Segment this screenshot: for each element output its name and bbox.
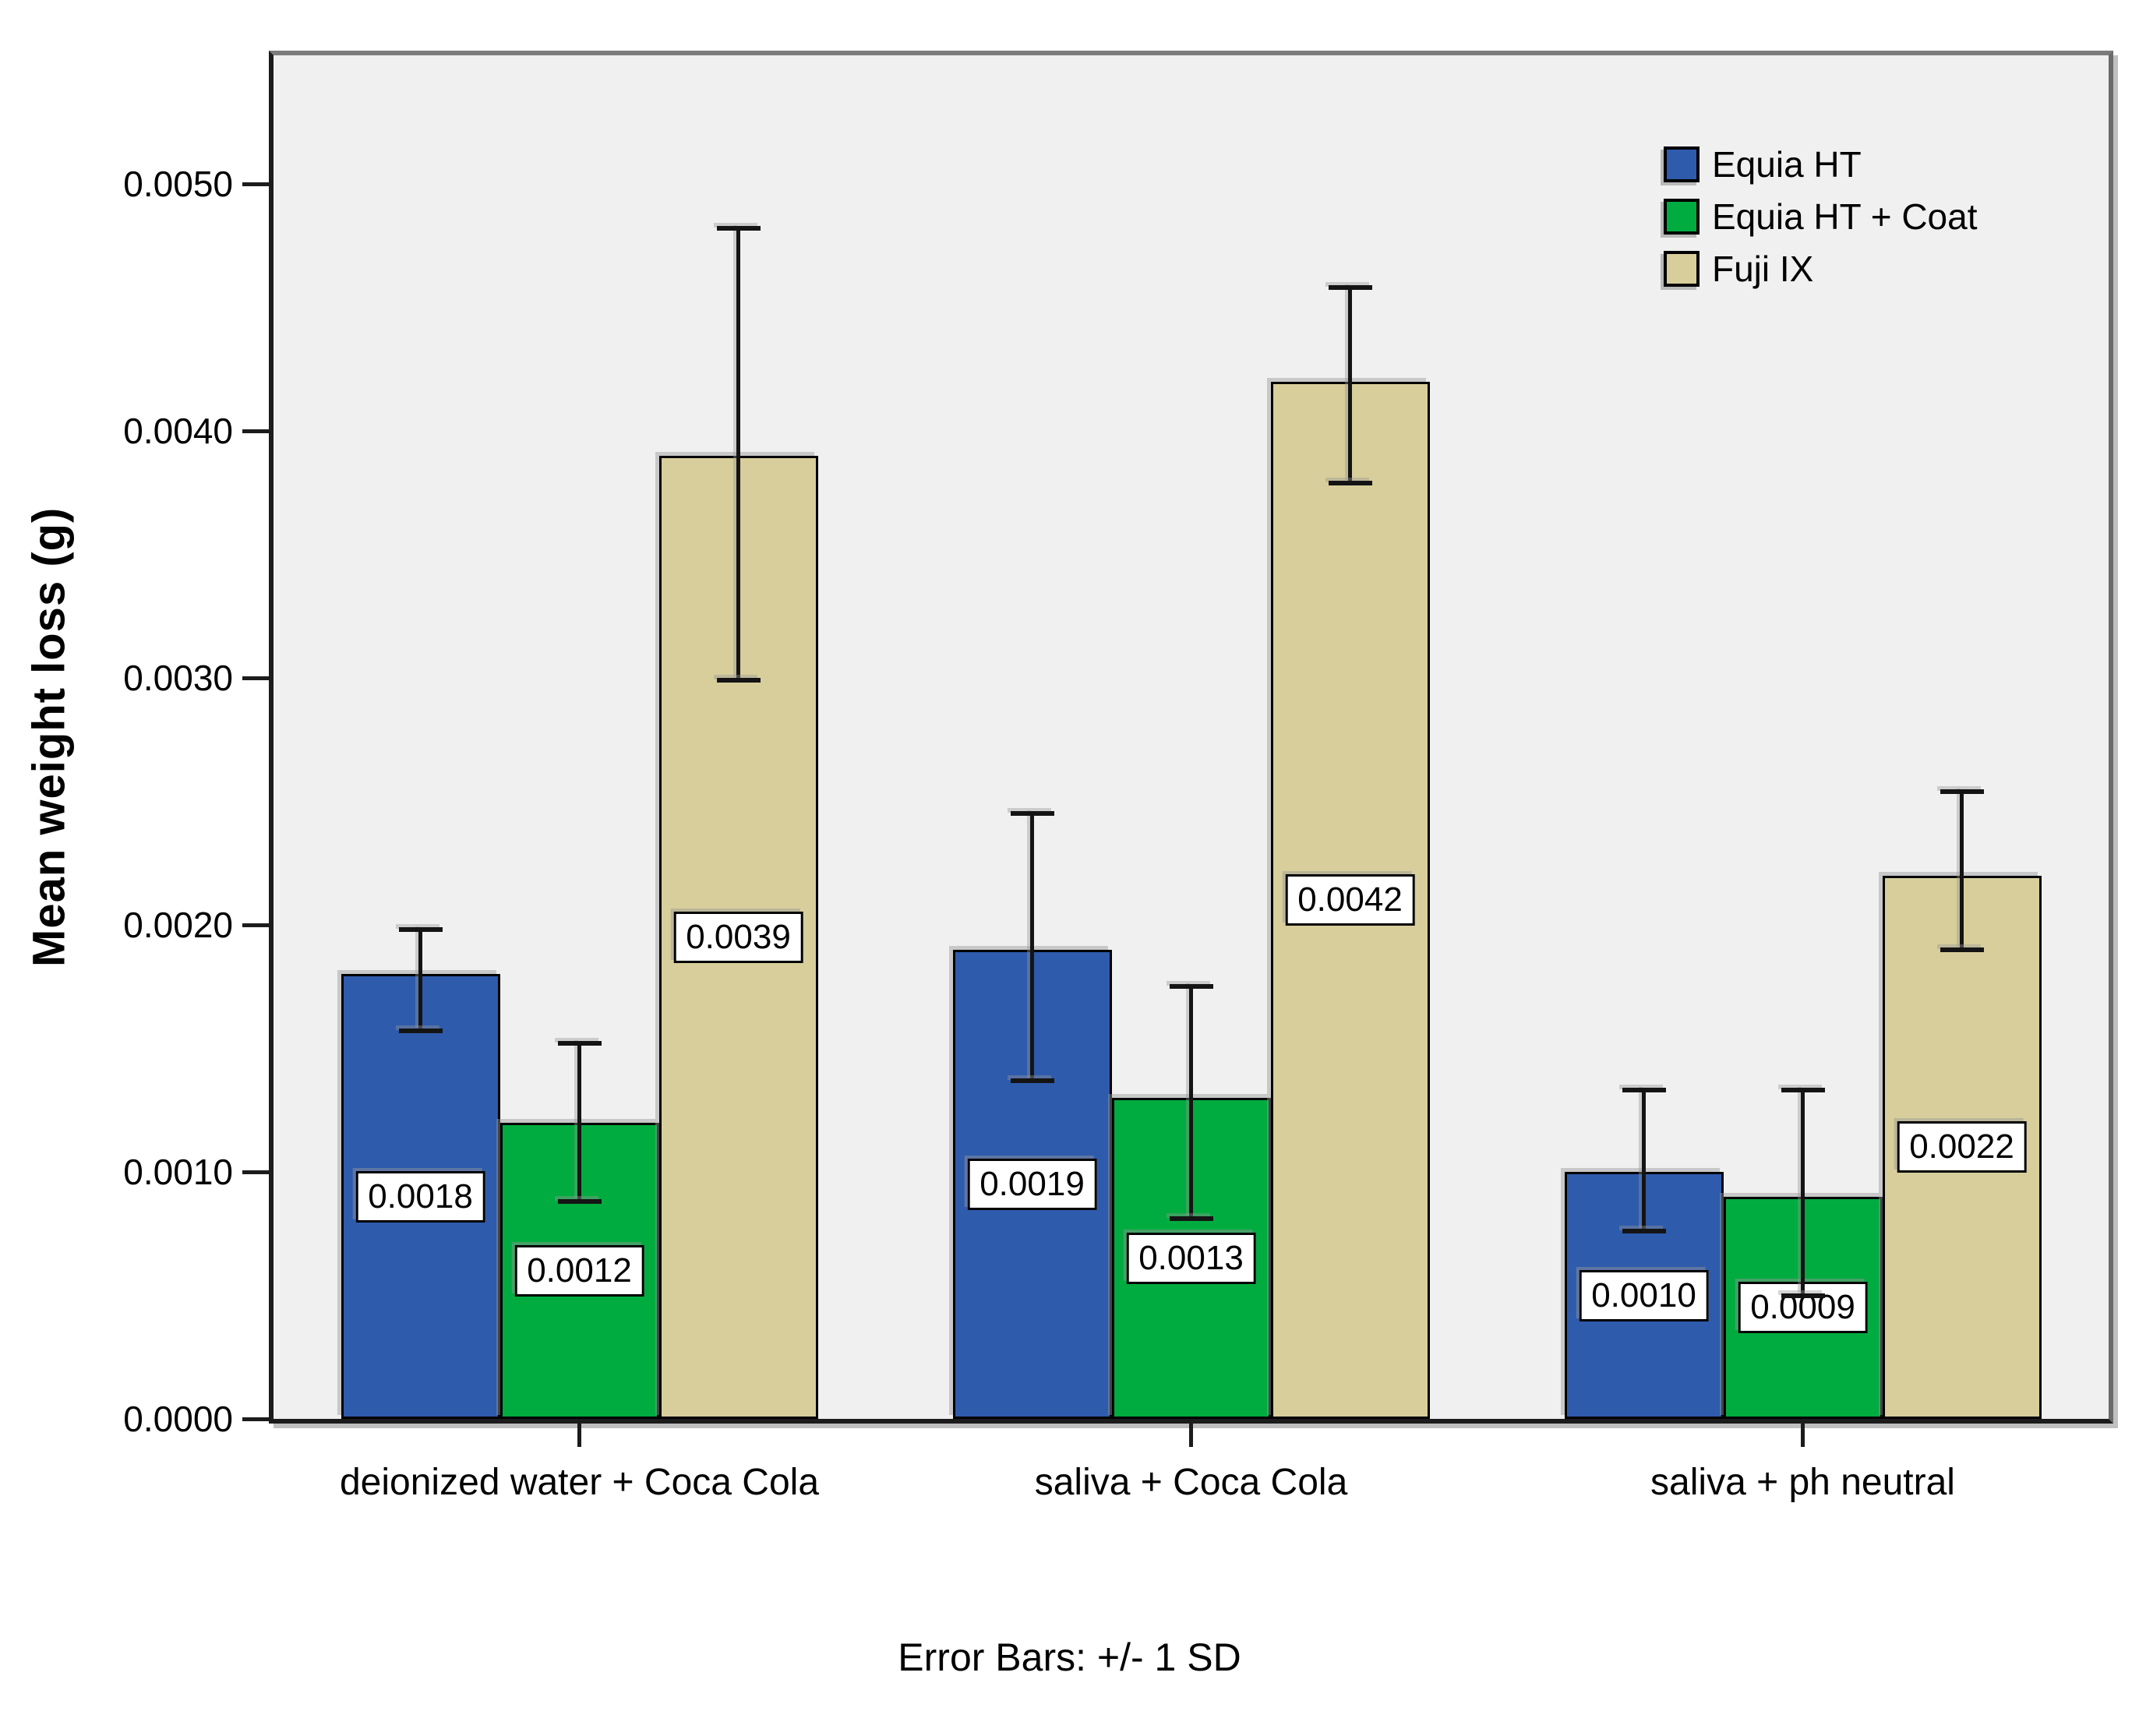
error-bar-cap <box>1781 1293 1825 1298</box>
y-axis-tick-mark <box>242 1417 269 1421</box>
error-bar-stem <box>577 1043 581 1202</box>
bar-value-label: 0.0012 <box>514 1244 644 1297</box>
x-axis-tick-mark <box>1801 1424 1805 1447</box>
bar-value-label: 0.0039 <box>673 911 803 963</box>
y-axis-tick-mark <box>242 429 269 433</box>
error-bar-stem <box>1189 986 1193 1219</box>
bar-value-label: 0.0022 <box>1897 1121 2027 1173</box>
error-bar-cap <box>1169 1216 1213 1222</box>
error-bar-cap <box>1328 480 1372 485</box>
bar-value-label: 0.0010 <box>1579 1269 1709 1321</box>
error-bar-cap <box>1940 947 1984 952</box>
bar-value-label: 0.0013 <box>1126 1232 1256 1284</box>
legend-swatch <box>1664 146 1700 182</box>
error-bar-stem <box>1030 813 1034 1081</box>
y-axis-tick-label: 0.0000 <box>123 1399 233 1439</box>
error-bar-cap <box>398 927 443 933</box>
x-axis-category-label: saliva + Coca Cola <box>1034 1462 1348 1503</box>
error-bar-cap <box>1010 1078 1054 1083</box>
y-axis-tick-mark <box>242 1170 269 1174</box>
error-bars-caption: Error Bars: +/- 1 SD <box>898 1635 1241 1679</box>
bar-value-label: 0.0018 <box>355 1170 485 1223</box>
legend-label: Fuji IX <box>1712 249 1814 289</box>
y-axis-title: Mean weight loss (g) <box>23 506 75 968</box>
error-bar-cap <box>1010 811 1054 817</box>
error-bar-cap <box>398 1029 443 1034</box>
y-axis-tick-mark <box>242 923 269 927</box>
error-bar-cap <box>1622 1088 1666 1093</box>
x-axis-category-label: saliva + ph neutral <box>1650 1462 1955 1503</box>
legend-swatch <box>1664 199 1700 235</box>
y-axis-tick-label: 0.0040 <box>123 411 233 451</box>
error-bar-stem <box>418 930 422 1032</box>
x-axis-tick-mark <box>577 1424 581 1447</box>
error-bar-cap <box>557 1041 602 1046</box>
error-bar-stem <box>1801 1090 1805 1296</box>
error-bar-stem <box>736 228 740 681</box>
y-axis-tick-label: 0.0050 <box>123 164 233 204</box>
x-axis-category-label: deionized water + Coca Cola <box>339 1462 820 1503</box>
legend-item: Equia HT + Coat <box>1664 196 1978 238</box>
y-axis-tick-label: 0.0010 <box>123 1152 233 1192</box>
legend-item: Fuji IX <box>1664 248 1978 290</box>
y-axis-tick-label: 0.0020 <box>123 905 233 945</box>
y-axis-tick-mark <box>242 182 269 186</box>
bars-layer: 0.0018 0.0012 0.0039 0.0019 0.0013 0.0042 0.00… <box>274 55 2109 1419</box>
error-bar-cap <box>1781 1088 1825 1093</box>
error-bar-cap <box>1328 285 1372 291</box>
error-bar-cap <box>1622 1229 1666 1234</box>
bar-value-label: 0.0042 <box>1285 874 1415 926</box>
legend: Equia HT Equia HT + Coat Fuji IX <box>1664 143 1978 300</box>
error-bar-cap <box>716 226 761 231</box>
error-bar-stem <box>1960 791 1964 950</box>
error-bar-cap <box>716 678 761 683</box>
error-bar-cap <box>1940 789 1984 794</box>
error-bar-cap <box>557 1199 602 1205</box>
error-bar-stem <box>1348 288 1352 483</box>
y-axis-tick-mark <box>242 676 269 680</box>
legend-label: Equia HT <box>1712 144 1862 185</box>
bar-value-label: 0.0019 <box>967 1158 1097 1210</box>
legend-swatch <box>1664 251 1700 287</box>
legend-item: Equia HT <box>1664 143 1978 185</box>
y-axis-tick-label: 0.0030 <box>123 658 233 698</box>
error-bar-stem <box>1642 1090 1646 1232</box>
x-axis-tick-mark <box>1189 1424 1193 1447</box>
error-bar-cap <box>1169 984 1213 990</box>
plot-area: 0.0018 0.0012 0.0039 0.0019 0.0013 0.0042 0.00… <box>269 51 2113 1424</box>
legend-label: Equia HT + Coat <box>1712 196 1978 237</box>
